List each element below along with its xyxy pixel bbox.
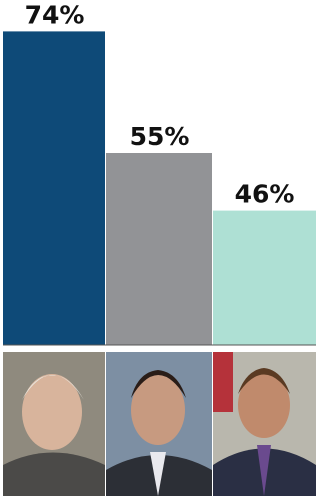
flag bbox=[213, 352, 233, 412]
suit-1 bbox=[3, 453, 105, 496]
bar bbox=[106, 153, 212, 345]
bar bbox=[213, 211, 316, 345]
photos bbox=[3, 352, 316, 496]
value-label: 74% bbox=[25, 0, 85, 29]
value-label: 46% bbox=[235, 180, 295, 209]
bar bbox=[3, 31, 105, 345]
value-label: 55% bbox=[130, 122, 190, 151]
chart: 74% 55% 46% bbox=[0, 0, 316, 496]
